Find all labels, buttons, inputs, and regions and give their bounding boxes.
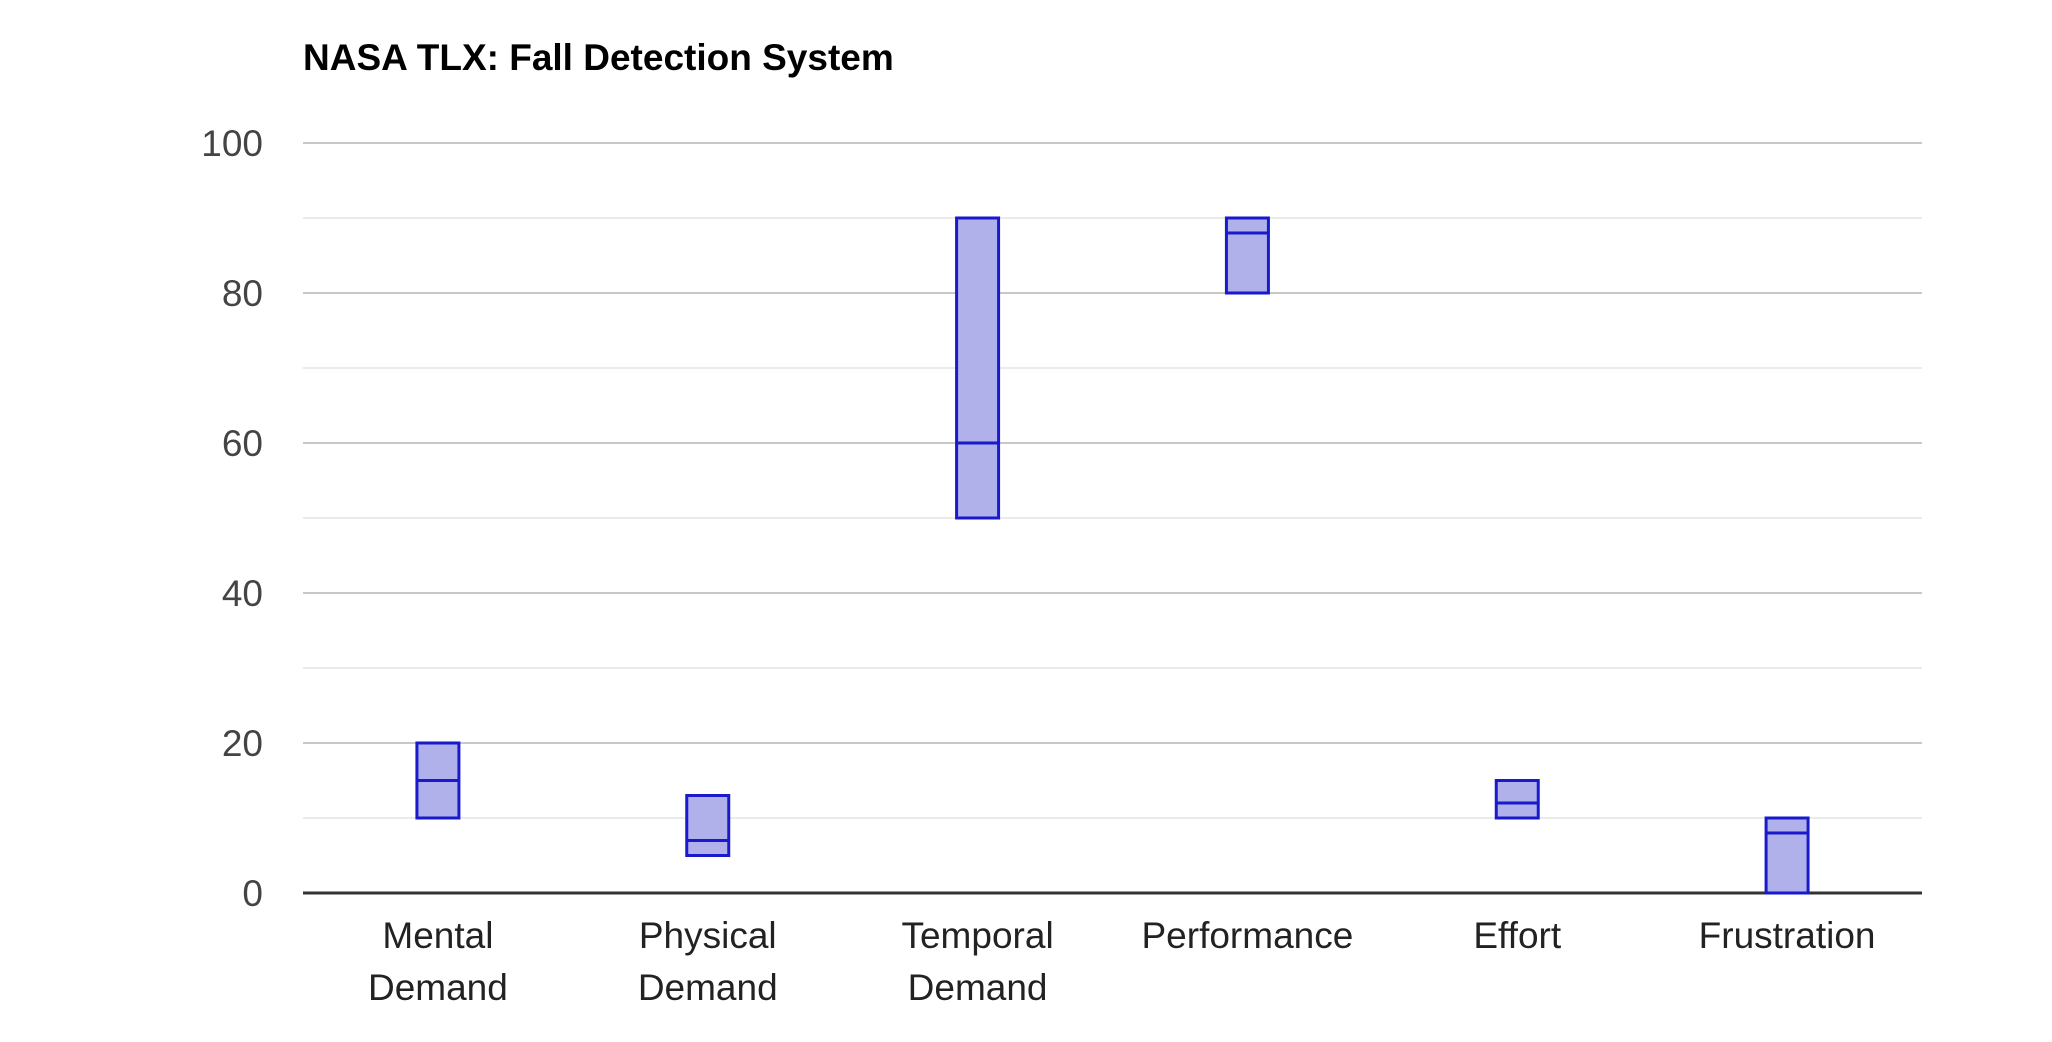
- x-tick-label: Performance: [1142, 915, 1354, 956]
- y-axis-ticks: 0 20 40 60 80 100: [201, 123, 263, 914]
- x-tick-label: Mental: [382, 915, 493, 956]
- y-tick-label: 40: [222, 573, 263, 614]
- candle-3: [1224, 216, 1270, 295]
- y-tick-label: 100: [201, 123, 263, 164]
- x-axis-ticks: Mental Demand Physical Demand Temporal Demand…: [368, 915, 1876, 1008]
- y-tick-label: 0: [242, 873, 263, 914]
- range-box: [955, 216, 1001, 520]
- y-tick-label: 80: [222, 273, 263, 314]
- range-box: [685, 794, 731, 857]
- x-tick-label: Frustration: [1699, 915, 1876, 956]
- plot-area: [415, 216, 1810, 895]
- candle-2: [955, 216, 1001, 520]
- candle-4: [1494, 779, 1540, 820]
- x-tick-label: Demand: [908, 967, 1048, 1008]
- range-box: [1494, 779, 1540, 820]
- chart-title: NASA TLX: Fall Detection System: [303, 37, 894, 78]
- x-tick-label: Effort: [1473, 915, 1561, 956]
- x-tick-label: Temporal: [901, 915, 1053, 956]
- candle-0: [415, 741, 461, 820]
- y-tick-label: 60: [222, 423, 263, 464]
- grid: [303, 142, 1922, 895]
- x-tick-label: Demand: [638, 967, 778, 1008]
- range-box: [1224, 216, 1270, 295]
- range-box: [1764, 816, 1810, 895]
- y-tick-label: 20: [222, 723, 263, 764]
- candle-1: [685, 794, 731, 857]
- x-tick-label: Demand: [368, 967, 508, 1008]
- x-tick-label: Physical: [639, 915, 777, 956]
- candle-5: [1764, 816, 1810, 895]
